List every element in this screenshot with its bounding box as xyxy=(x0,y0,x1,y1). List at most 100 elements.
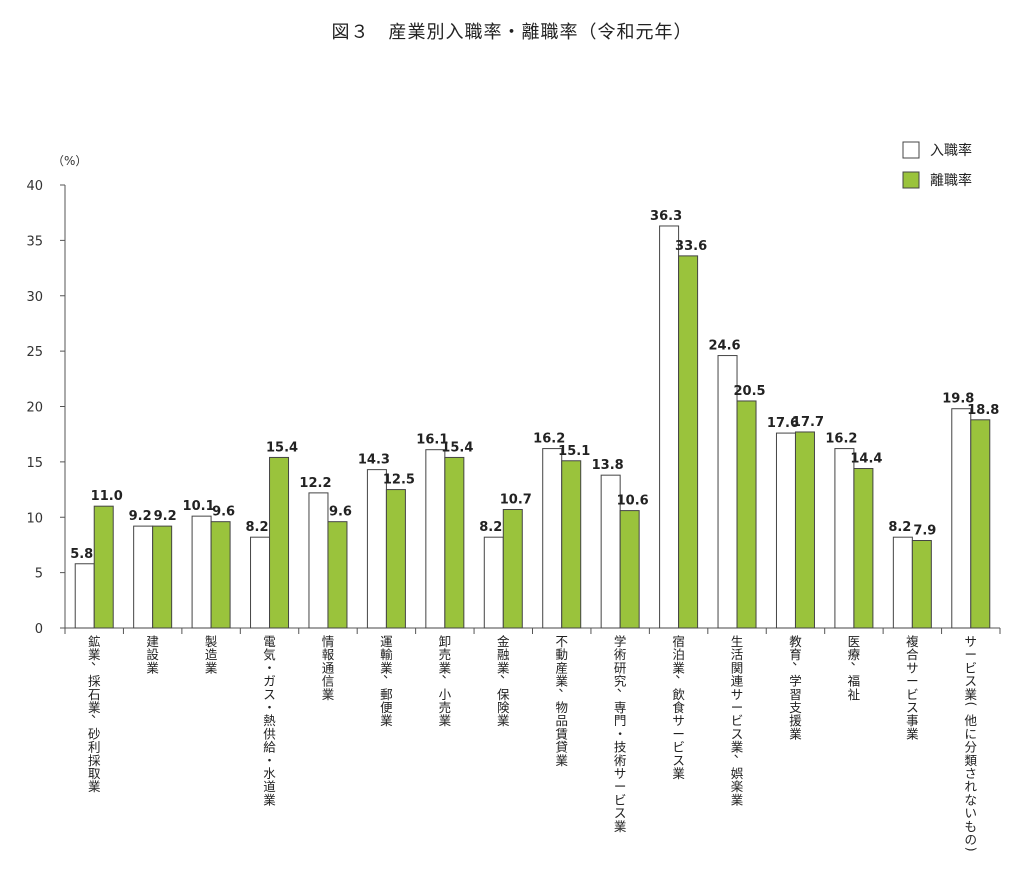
category-char: 支 xyxy=(789,700,802,715)
bars xyxy=(74,225,991,629)
category-char: ス xyxy=(672,753,685,768)
bar-rishoku xyxy=(561,460,582,629)
bar-nyushoku xyxy=(425,449,446,629)
data-label-nyushoku: 19.8 xyxy=(942,392,974,407)
category-char: 運 xyxy=(380,634,393,649)
y-tick-label: 10 xyxy=(26,511,43,526)
category-char: 業 xyxy=(380,660,393,675)
category-char: 業 xyxy=(731,792,744,807)
category-char: ) xyxy=(964,847,979,852)
category-char: 、 xyxy=(442,666,455,681)
category-label: 医療、福祉 xyxy=(848,634,864,702)
data-label-nyushoku: 10.1 xyxy=(183,499,215,514)
category-char: 業 xyxy=(88,647,101,662)
y-tick-label: 0 xyxy=(35,622,43,637)
category-char: ビ xyxy=(965,660,978,675)
category-char: 業 xyxy=(205,660,218,675)
category-char: 貸 xyxy=(555,740,568,755)
data-label-nyushoku: 8.2 xyxy=(479,520,502,535)
category-char: さ xyxy=(965,766,978,781)
bar-rishoku xyxy=(269,456,290,629)
data-label-rishoku: 18.8 xyxy=(967,403,999,418)
bar-rishoku xyxy=(210,521,231,629)
category-char: 他 xyxy=(965,713,978,728)
category-char: 分 xyxy=(965,740,978,755)
category-char: 育 xyxy=(789,647,802,662)
y-tick-label: 25 xyxy=(26,345,43,360)
category-char: ・ xyxy=(263,700,276,715)
category-char: ・ xyxy=(263,660,276,675)
category-char: 業 xyxy=(146,660,159,675)
y-tick-label: 30 xyxy=(26,290,43,305)
category-char: ガ xyxy=(263,674,276,689)
data-label-rishoku: 10.6 xyxy=(617,494,649,509)
category-char: 医 xyxy=(848,634,861,649)
data-label-rishoku: 7.9 xyxy=(913,524,936,539)
category-char: 福 xyxy=(848,674,861,689)
category-char: 利 xyxy=(88,740,101,755)
data-label-nyushoku: 36.3 xyxy=(650,209,682,224)
category-char: 業 xyxy=(965,687,978,702)
category-char: 、 xyxy=(734,745,747,760)
category-char: 採 xyxy=(88,753,101,768)
axes: 0 5 10 15 20 25 30 35 40 （%） xyxy=(26,154,1001,637)
category-char: 学 xyxy=(614,634,627,649)
category-char: 業 xyxy=(555,753,568,768)
category-char: れ xyxy=(965,779,978,794)
category-char: 業 xyxy=(322,687,335,702)
legend-label: 離職率 xyxy=(930,172,972,189)
category-char: 究 xyxy=(614,674,627,689)
category-char: 報 xyxy=(322,647,335,662)
data-label-rishoku: 14.4 xyxy=(850,452,882,467)
category-char: ー xyxy=(614,779,627,794)
category-char: 、 xyxy=(851,652,864,667)
data-label-nyushoku: 12.2 xyxy=(299,476,331,491)
data-label-rishoku: 17.7 xyxy=(792,415,824,430)
data-label-rishoku: 9.6 xyxy=(329,505,352,520)
data-label-rishoku: 20.5 xyxy=(733,384,765,399)
category-char: ス xyxy=(263,687,276,702)
category-char: 泊 xyxy=(672,647,685,662)
bar-rishoku xyxy=(444,456,465,629)
category-char: 食 xyxy=(672,700,685,715)
category-char: 飲 xyxy=(672,687,685,702)
data-label-nyushoku: 5.8 xyxy=(70,547,93,562)
category-char: サ xyxy=(672,713,685,728)
category-char: 造 xyxy=(205,647,218,662)
category-char: サ xyxy=(614,766,627,781)
category-char: 娯 xyxy=(731,766,744,781)
category-char: な xyxy=(965,792,978,807)
bar-rishoku xyxy=(619,510,640,629)
category-char: の xyxy=(965,832,978,847)
data-label-nyushoku: 16.1 xyxy=(416,433,448,448)
category-char: 習 xyxy=(789,687,802,702)
data-label-rishoku: 15.1 xyxy=(558,444,590,459)
data-label-nyushoku: 13.8 xyxy=(592,458,624,473)
bar-rishoku xyxy=(152,525,173,629)
bar-nyushoku xyxy=(250,536,271,629)
category-char: 業 xyxy=(439,713,452,728)
category-char: ス xyxy=(965,674,978,689)
category-char: 学 xyxy=(789,674,802,689)
category-char: 情 xyxy=(322,634,335,649)
bar-rishoku xyxy=(794,431,815,629)
category-char: ビ xyxy=(731,713,744,728)
category-char: ー xyxy=(906,674,919,689)
category-char: に xyxy=(965,726,978,741)
category-char: 術 xyxy=(614,647,627,662)
category-char: 業 xyxy=(789,726,802,741)
category-char: 不 xyxy=(555,634,568,649)
category-char: ・ xyxy=(263,753,276,768)
category-char: 金 xyxy=(497,634,510,649)
bar-nyushoku xyxy=(834,448,855,629)
category-char: ス xyxy=(731,726,744,741)
category-char: 建 xyxy=(146,634,159,649)
category-char: 業 xyxy=(497,660,510,675)
category-char: 業 xyxy=(672,660,685,675)
bar-nyushoku xyxy=(483,536,504,629)
bar-nyushoku xyxy=(133,525,154,629)
